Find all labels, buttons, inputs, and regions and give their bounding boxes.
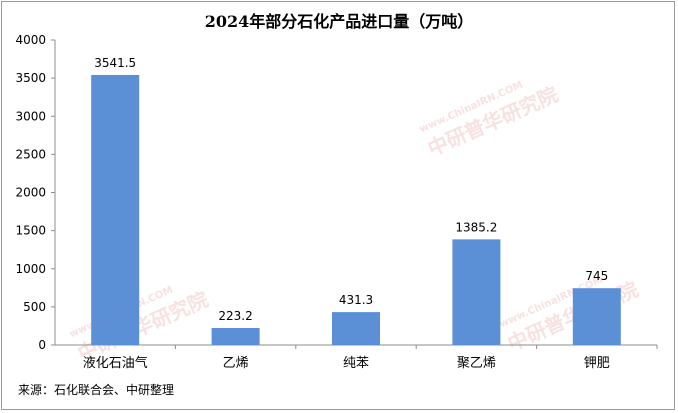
x-tick-label: 钾肥: [584, 356, 610, 371]
y-tick-label: 500: [23, 300, 46, 314]
bar: [211, 327, 260, 345]
y-tick-label: 2000: [15, 186, 46, 200]
y-tick-label: 0: [38, 338, 46, 352]
y-tick-label: 3500: [15, 71, 46, 85]
y-tick-label: 4000: [15, 33, 46, 47]
x-tick-label: 纯苯: [343, 356, 369, 371]
data-label: 745: [585, 269, 608, 283]
y-tick-label: 1000: [15, 262, 46, 276]
data-label: 3541.5: [94, 56, 136, 70]
x-tick-label: 液化石油气: [83, 355, 148, 371]
data-label: 1385.2: [455, 220, 497, 234]
x-tick-label: 乙烯: [223, 356, 249, 371]
chart-title: 2024年部分石化产品进口量（万吨）: [204, 12, 474, 31]
bar: [91, 74, 140, 345]
bar: [572, 288, 621, 345]
source-note: 来源：石化联合会、中研整理: [18, 383, 175, 397]
data-label: 431.3: [339, 293, 373, 307]
data-label: 223.2: [218, 309, 252, 323]
y-tick-label: 3000: [15, 109, 46, 123]
bar: [332, 312, 380, 345]
y-tick-label: 2500: [15, 147, 46, 161]
y-tick-label: 1500: [15, 224, 46, 238]
x-tick-label: 聚乙烯: [457, 356, 496, 371]
bar: [452, 239, 501, 345]
